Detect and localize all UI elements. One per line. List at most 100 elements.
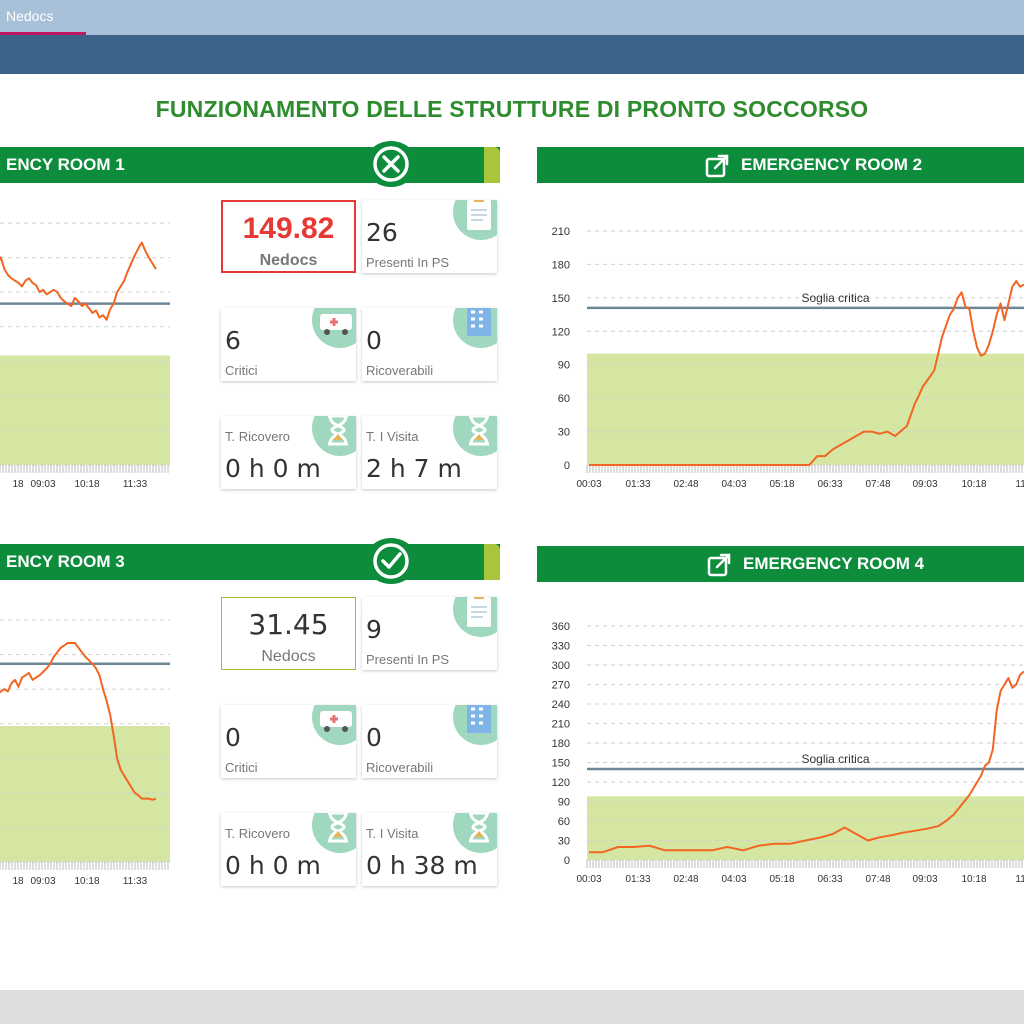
er1-title: ENCY ROOM 1: [6, 155, 125, 174]
tab-nedocs[interactable]: Nedocs: [0, 0, 86, 35]
er3-presenti-value: 9: [366, 615, 382, 644]
y-tick-label: 270: [552, 680, 570, 692]
er3-header-accent: [484, 544, 500, 580]
hourglass-icon: [453, 813, 497, 853]
y-tick-label: 210: [552, 719, 570, 731]
ambulance-icon: [312, 705, 356, 745]
er3-critici-value: 0: [225, 723, 241, 752]
er1-header: ENCY ROOM 1: [0, 141, 500, 187]
er3-presenti-label: Presenti In PS: [366, 652, 450, 667]
y-tick-label: 60: [558, 393, 570, 405]
y-tick-label: 30: [558, 427, 570, 439]
er3-critici-label: Critici: [225, 760, 258, 775]
x-tick-label: 01:33: [625, 479, 650, 490]
er1-status: [365, 141, 417, 187]
safe-zone: [0, 726, 170, 862]
safe-zone: [0, 355, 170, 465]
x-tick-label: 07:48: [865, 479, 890, 490]
er1-tvisita-card: T. I Visita 2 h 7 m: [362, 416, 497, 489]
x-tick-label: 10:18: [74, 479, 99, 490]
er1-ricoverabili-card: 0 Ricoverabili: [362, 308, 497, 381]
er1-tricovero-card: T. Ricovero 0 h 0 m: [221, 416, 356, 489]
x-tick-label: 00:03: [576, 479, 601, 490]
er2-header[interactable]: EMERGENCY ROOM 2: [537, 147, 1024, 183]
external-link-icon[interactable]: [704, 153, 730, 179]
er3-presenti-card: 9 Presenti In PS: [362, 597, 497, 670]
x-tick-label: 11:33: [123, 876, 148, 887]
er3-tricovero-label: T. Ricovero: [225, 826, 291, 841]
footer-bar: [0, 990, 1024, 1024]
clipboard-icon: [453, 597, 497, 637]
er1-nedocs-card: 149.82 Nedocs: [221, 200, 356, 273]
er1-nedocs-label: Nedocs: [259, 252, 318, 269]
x-tick-label: 10:18: [74, 876, 99, 887]
ambulance-icon: [312, 308, 356, 348]
x-tick-label: 05:18: [769, 479, 794, 490]
x-tick-label: 02:48: [673, 479, 698, 490]
threshold-label: Soglia critica: [801, 291, 869, 305]
y-tick-label: 180: [552, 738, 570, 750]
y-tick-label: 150: [552, 758, 570, 770]
external-link-icon[interactable]: [706, 552, 732, 578]
er4-title: EMERGENCY ROOM 4: [743, 554, 925, 573]
safe-zone: [587, 796, 1024, 860]
x-tick-label: 05:18: [769, 874, 794, 885]
er3-nedocs-value: 31.45: [248, 608, 329, 641]
er2-chart: 0 30 60 90 120 150 180 210 Soglia critica 00:03 01…: [552, 226, 1024, 490]
er3-tvisita-card: T. I Visita 0 h 38 m: [362, 813, 497, 886]
y-tick-label: 240: [552, 699, 570, 711]
clipboard-icon: [453, 200, 497, 240]
y-tick-label: 90: [558, 797, 570, 809]
series-line: [0, 642, 157, 801]
y-tick-label: 150: [552, 293, 570, 305]
x-tick-label: 11:33: [123, 479, 148, 490]
er1-presenti-card: 26 Presenti In PS: [362, 200, 497, 273]
er3-title: ENCY ROOM 3: [6, 552, 125, 571]
x-tick-label: 06:33: [817, 479, 842, 490]
series-line: [589, 280, 1024, 466]
page-title: FUNZIONAMENTO DELLE STRUTTURE DI PRONTO …: [155, 96, 869, 122]
x-tick-label: 06:33: [817, 874, 842, 885]
er2-title: EMERGENCY ROOM 2: [741, 155, 923, 174]
y-tick-label: 60: [558, 816, 570, 828]
er3-chart: 18 09:03 10:18 11:33: [0, 619, 170, 887]
x-tick-label: 09:03: [912, 479, 937, 490]
y-tick-label: 330: [552, 641, 570, 653]
x-tick-label: 09:03: [30, 876, 55, 887]
x-tick-label: 09:03: [912, 874, 937, 885]
y-tick-label: 180: [552, 259, 570, 271]
er1-chart: 18 09:03 10:18 11:33: [0, 222, 170, 490]
er1-presenti-label: Presenti In PS: [366, 255, 450, 270]
er1-tvisita-value: 2 h 7 m: [366, 454, 462, 483]
nav-bar: [0, 35, 1024, 74]
x-tick-label: 10:18: [961, 874, 986, 885]
er3-tricovero-value: 0 h 0 m: [225, 851, 321, 880]
er1-critici-card: 6 Critici: [221, 308, 356, 381]
er1-presenti-value: 26: [366, 218, 398, 247]
x-tick-label: 11:: [1015, 479, 1024, 490]
er3-ricoverabili-label: Ricoverabili: [366, 760, 434, 775]
er3-tricovero-card: T. Ricovero 0 h 0 m: [221, 813, 356, 886]
er3-nedocs-card: 31.45 Nedocs: [221, 597, 356, 670]
hourglass-icon: [312, 416, 356, 456]
hospital-icon: [453, 705, 497, 745]
x-tick-label: 04:03: [721, 874, 746, 885]
tab-bar: Nedocs: [0, 0, 1024, 35]
hourglass-icon: [312, 813, 356, 853]
x-tick-label: 09:03: [30, 479, 55, 490]
x-tick-label: 00:03: [576, 874, 601, 885]
series-line: [589, 670, 1024, 854]
x-tick-label: 02:48: [673, 874, 698, 885]
x-tick-label: 04:03: [721, 479, 746, 490]
x-tick-label: 10:18: [961, 479, 986, 490]
er1-ricoverabili-value: 0: [366, 326, 382, 355]
y-tick-label: 210: [552, 226, 570, 238]
er1-header-accent: [484, 147, 500, 183]
er1-ricoverabili-label: Ricoverabili: [366, 363, 434, 378]
y-tick-label: 120: [552, 326, 570, 338]
series-line: [0, 241, 157, 321]
x-tick-label: 07:48: [865, 874, 890, 885]
er3-status: [365, 538, 417, 584]
er4-header[interactable]: EMERGENCY ROOM 4: [537, 546, 1024, 582]
tab-nedocs-label: Nedocs: [6, 8, 54, 24]
